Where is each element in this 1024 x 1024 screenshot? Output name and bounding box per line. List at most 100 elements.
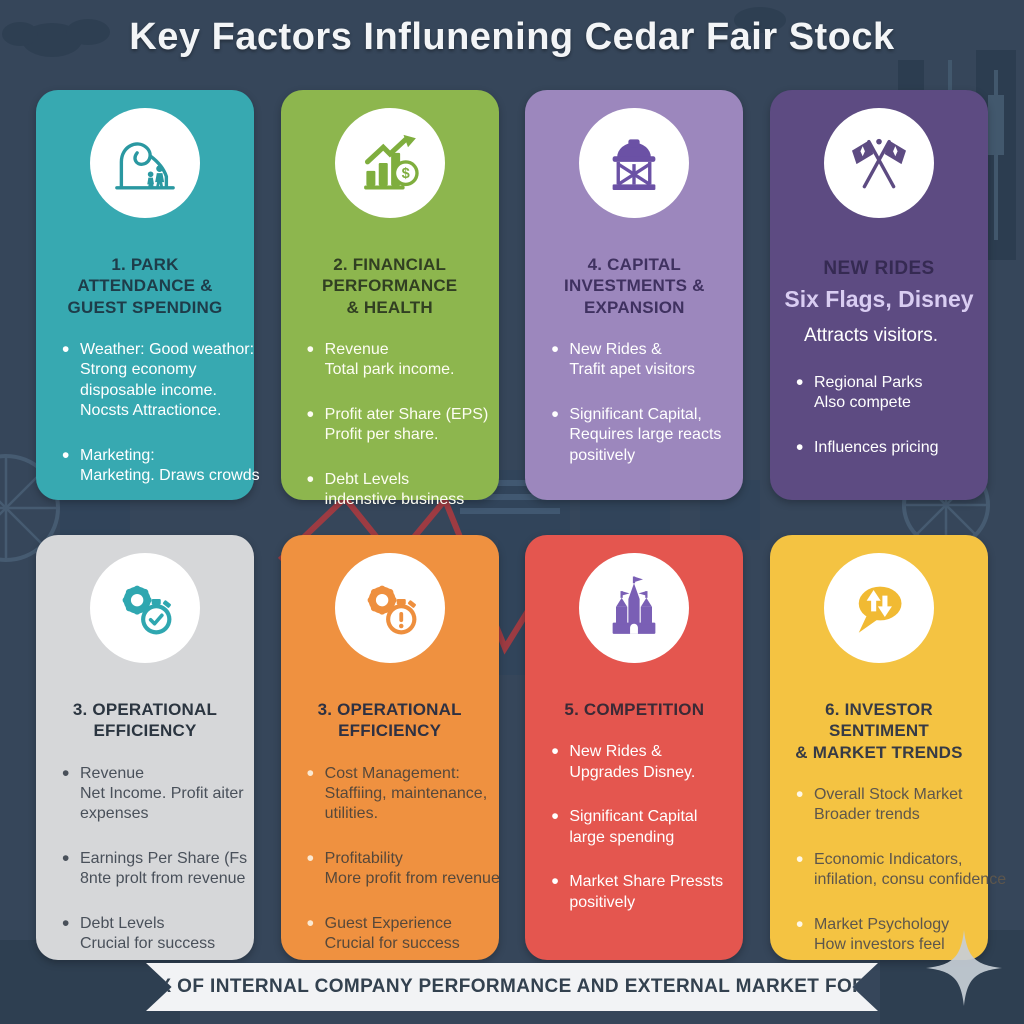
bullet-line: Cost Management: bbox=[324, 764, 460, 782]
bullet-item: Influences pricing bbox=[794, 435, 968, 463]
bullet-line: Weather: Good weathor: bbox=[80, 340, 255, 358]
card-subtitle-line: Attracts visitors. bbox=[803, 325, 939, 346]
card-title-line: 2. FINANCIAL bbox=[333, 255, 447, 274]
card-capital-investments: 4. CAPITAL INVESTMENTS & EXPANSION New R… bbox=[525, 90, 744, 500]
bullet-line: utilities. bbox=[324, 805, 379, 823]
bullet-line: New Rides & bbox=[569, 743, 662, 761]
bullet-list: Regional Parks Also compete Influences p… bbox=[782, 370, 976, 463]
bullet-list: Cost Management: Staffiing, maintenance,… bbox=[293, 760, 500, 955]
gear-stopwatch-check-icon bbox=[90, 553, 200, 663]
bullet-line: Debt Levels bbox=[324, 470, 410, 488]
card-title: 1. PARK ATTENDANCE & GUEST SPENDING bbox=[68, 254, 223, 318]
bullet-item: Debt Levels indenstive business bbox=[305, 467, 479, 511]
bullet-line: Influences pricing bbox=[813, 438, 939, 456]
bullet-line: Market Psychology bbox=[813, 915, 950, 933]
card-title: 4. CAPITAL INVESTMENTS & EXPANSION bbox=[564, 254, 705, 318]
card-operational-efficiency-gray: 3. OPERATIONAL EFFICIENCY Revenue Net In… bbox=[36, 535, 254, 960]
bullet-line: disposable income. bbox=[80, 381, 217, 399]
card-title-line: GUEST SPENDING bbox=[67, 297, 223, 317]
card-title-line: & HEALTH bbox=[346, 297, 433, 317]
bullet-line: More profit from revenue bbox=[324, 870, 500, 888]
card-title: 3. OPERATIONAL EFFICIENCY bbox=[73, 699, 217, 742]
bullet-list: Weather: Good weathor: Strong economy di… bbox=[48, 337, 260, 487]
bullet-line: Guest Experience bbox=[324, 914, 452, 932]
bullet-line: Broader trends bbox=[813, 806, 920, 824]
bullet-list: Revenue Net Income. Profit aiter expense… bbox=[48, 760, 248, 955]
bullet-item: Market Share Pressts positively bbox=[549, 869, 724, 913]
bullet-item: Debt Levels Crucial for success bbox=[60, 911, 234, 955]
bullet-line: large spending bbox=[569, 828, 675, 846]
card-investor-sentiment: 6. INVESTOR SENTIMENT & MARKET TRENDS Ov… bbox=[769, 535, 1006, 960]
bullet-list: Overall Stock Market Broader trends Econ… bbox=[782, 782, 1006, 956]
bullet-line: Net Income. Profit aiter bbox=[80, 784, 244, 802]
bullet-line: Regional Parks bbox=[813, 374, 923, 391]
bullet-line: Requires large reacts bbox=[569, 426, 722, 444]
bullet-line: Also compete bbox=[813, 394, 911, 412]
bullet-line: Staffiing, maintenance, bbox=[324, 784, 488, 802]
card-financial-performance: $ 2. FINANCIAL PERFORMANCE & HEALTH Reve… bbox=[280, 90, 499, 508]
card-title-line: 3. OPERATIONAL bbox=[72, 700, 218, 719]
construction-scaffold-icon bbox=[579, 108, 690, 218]
bullet-line: Profitability bbox=[324, 849, 403, 867]
bullet-line: Revenue bbox=[80, 764, 145, 782]
card-title: NEW RIDES Six Flags, Disney Attracts vis… bbox=[782, 258, 976, 347]
card-title-line: 5. COMPETITION bbox=[564, 700, 705, 719]
card-title-line: & MARKET TRENDS bbox=[795, 742, 963, 762]
card-title: 2. FINANCIAL PERFORMANCE & HEALTH bbox=[322, 254, 457, 318]
bullet-line: Earnings Per Share (Fs bbox=[80, 849, 248, 867]
bullet-line: Strong economy bbox=[80, 361, 197, 379]
card-title: 6. INVESTOR SENTIMENT & MARKET TRENDS bbox=[782, 699, 976, 763]
bullet-item: Overall Stock Market Broader trends bbox=[794, 782, 968, 826]
card-title-line: EFFICIENCY bbox=[338, 721, 442, 741]
footer-ribbon: A MIX OF INTERNAL COMPANY PERFORMANCE AN… bbox=[146, 963, 878, 1011]
bullet-line: Significant Capital, bbox=[569, 405, 702, 423]
bullet-item: Earnings Per Share (Fs 8nte prolt from r… bbox=[60, 846, 248, 890]
card-title-line: PERFORMANCE bbox=[321, 276, 458, 296]
bullet-line: 8nte prolt from revenue bbox=[80, 870, 246, 888]
bullet-item: Weather: Good weathor: Strong economy di… bbox=[60, 337, 255, 422]
bullet-line: Crucial for success bbox=[324, 935, 460, 953]
gear-stopwatch-alert-icon bbox=[334, 553, 445, 663]
card-title-line: 4. CAPITAL bbox=[587, 255, 681, 274]
page-title: Key Factors Influnening Cedar Fair Stock bbox=[129, 16, 895, 58]
card-title-line: EFFICIENCY bbox=[93, 721, 197, 741]
bullet-item: Economic Indicators, infilation, consu c… bbox=[794, 847, 1006, 891]
bullet-item: New Rides & Upgrades Disney. bbox=[549, 739, 723, 783]
bullet-line: Crucial for success bbox=[80, 935, 216, 953]
crossed-flags-icon bbox=[823, 108, 934, 218]
bullet-line: expenses bbox=[80, 805, 149, 823]
bullet-list: New Rides & Trafit apet visitors Signifi… bbox=[537, 337, 731, 466]
bullet-line: How investors feel bbox=[813, 936, 945, 954]
bullet-line: Nocsts Attractionce. bbox=[80, 402, 222, 420]
bullet-item: Marketing: Marketing. Draws crowds bbox=[60, 443, 260, 487]
card-title-line: INVESTMENTS & bbox=[564, 276, 705, 296]
bullet-line: Market Share Pressts bbox=[569, 873, 724, 891]
card-title-line: NEW RIDES bbox=[823, 258, 935, 279]
card-new-rides: NEW RIDES Six Flags, Disney Attracts vis… bbox=[769, 90, 988, 500]
card-title: 5. COMPETITION bbox=[564, 699, 704, 720]
bullet-line: indenstive business bbox=[324, 491, 465, 509]
card-title-line: 6. INVESTOR SENTIMENT bbox=[825, 700, 933, 741]
bullet-line: positively bbox=[569, 893, 636, 911]
bullet-line: Total park income. bbox=[324, 361, 455, 379]
card-title-line: ATTENDANCE & bbox=[77, 276, 213, 296]
bullet-item: New Rides & Trafit apet visitors bbox=[549, 337, 723, 381]
cards-grid: 1. PARK ATTENDANCE & GUEST SPENDING Weat… bbox=[36, 90, 1006, 960]
card-title-line: 1. PARK bbox=[111, 255, 179, 274]
card-subtitle-line: Six Flags, Disney bbox=[784, 286, 974, 312]
bullet-line: Overall Stock Market bbox=[813, 785, 963, 803]
bullet-list: New Rides & Upgrades Disney. Significant… bbox=[537, 739, 731, 913]
castle-icon bbox=[579, 553, 690, 663]
svg-text:$: $ bbox=[401, 166, 409, 182]
bullet-item: Cost Management: Staffiing, maintenance,… bbox=[305, 760, 488, 825]
card-operational-efficiency-orange: 3. OPERATIONAL EFFICIENCY Cost Managemen… bbox=[280, 535, 500, 960]
bullet-line: Significant Capital bbox=[569, 808, 698, 826]
bullet-line: Debt Levels bbox=[80, 914, 165, 932]
growth-chart-dollar-icon: $ bbox=[334, 108, 445, 218]
bullet-line: Economic Indicators, bbox=[813, 850, 963, 868]
sparkle-icon bbox=[926, 930, 1002, 1006]
bullet-item: Revenue Net Income. Profit aiter expense… bbox=[60, 760, 244, 825]
card-title-line: 3. OPERATIONAL bbox=[317, 700, 462, 719]
bullet-line: Profit ater Share (EPS) bbox=[324, 405, 489, 423]
bullet-item: Regional Parks Also compete bbox=[794, 370, 968, 414]
